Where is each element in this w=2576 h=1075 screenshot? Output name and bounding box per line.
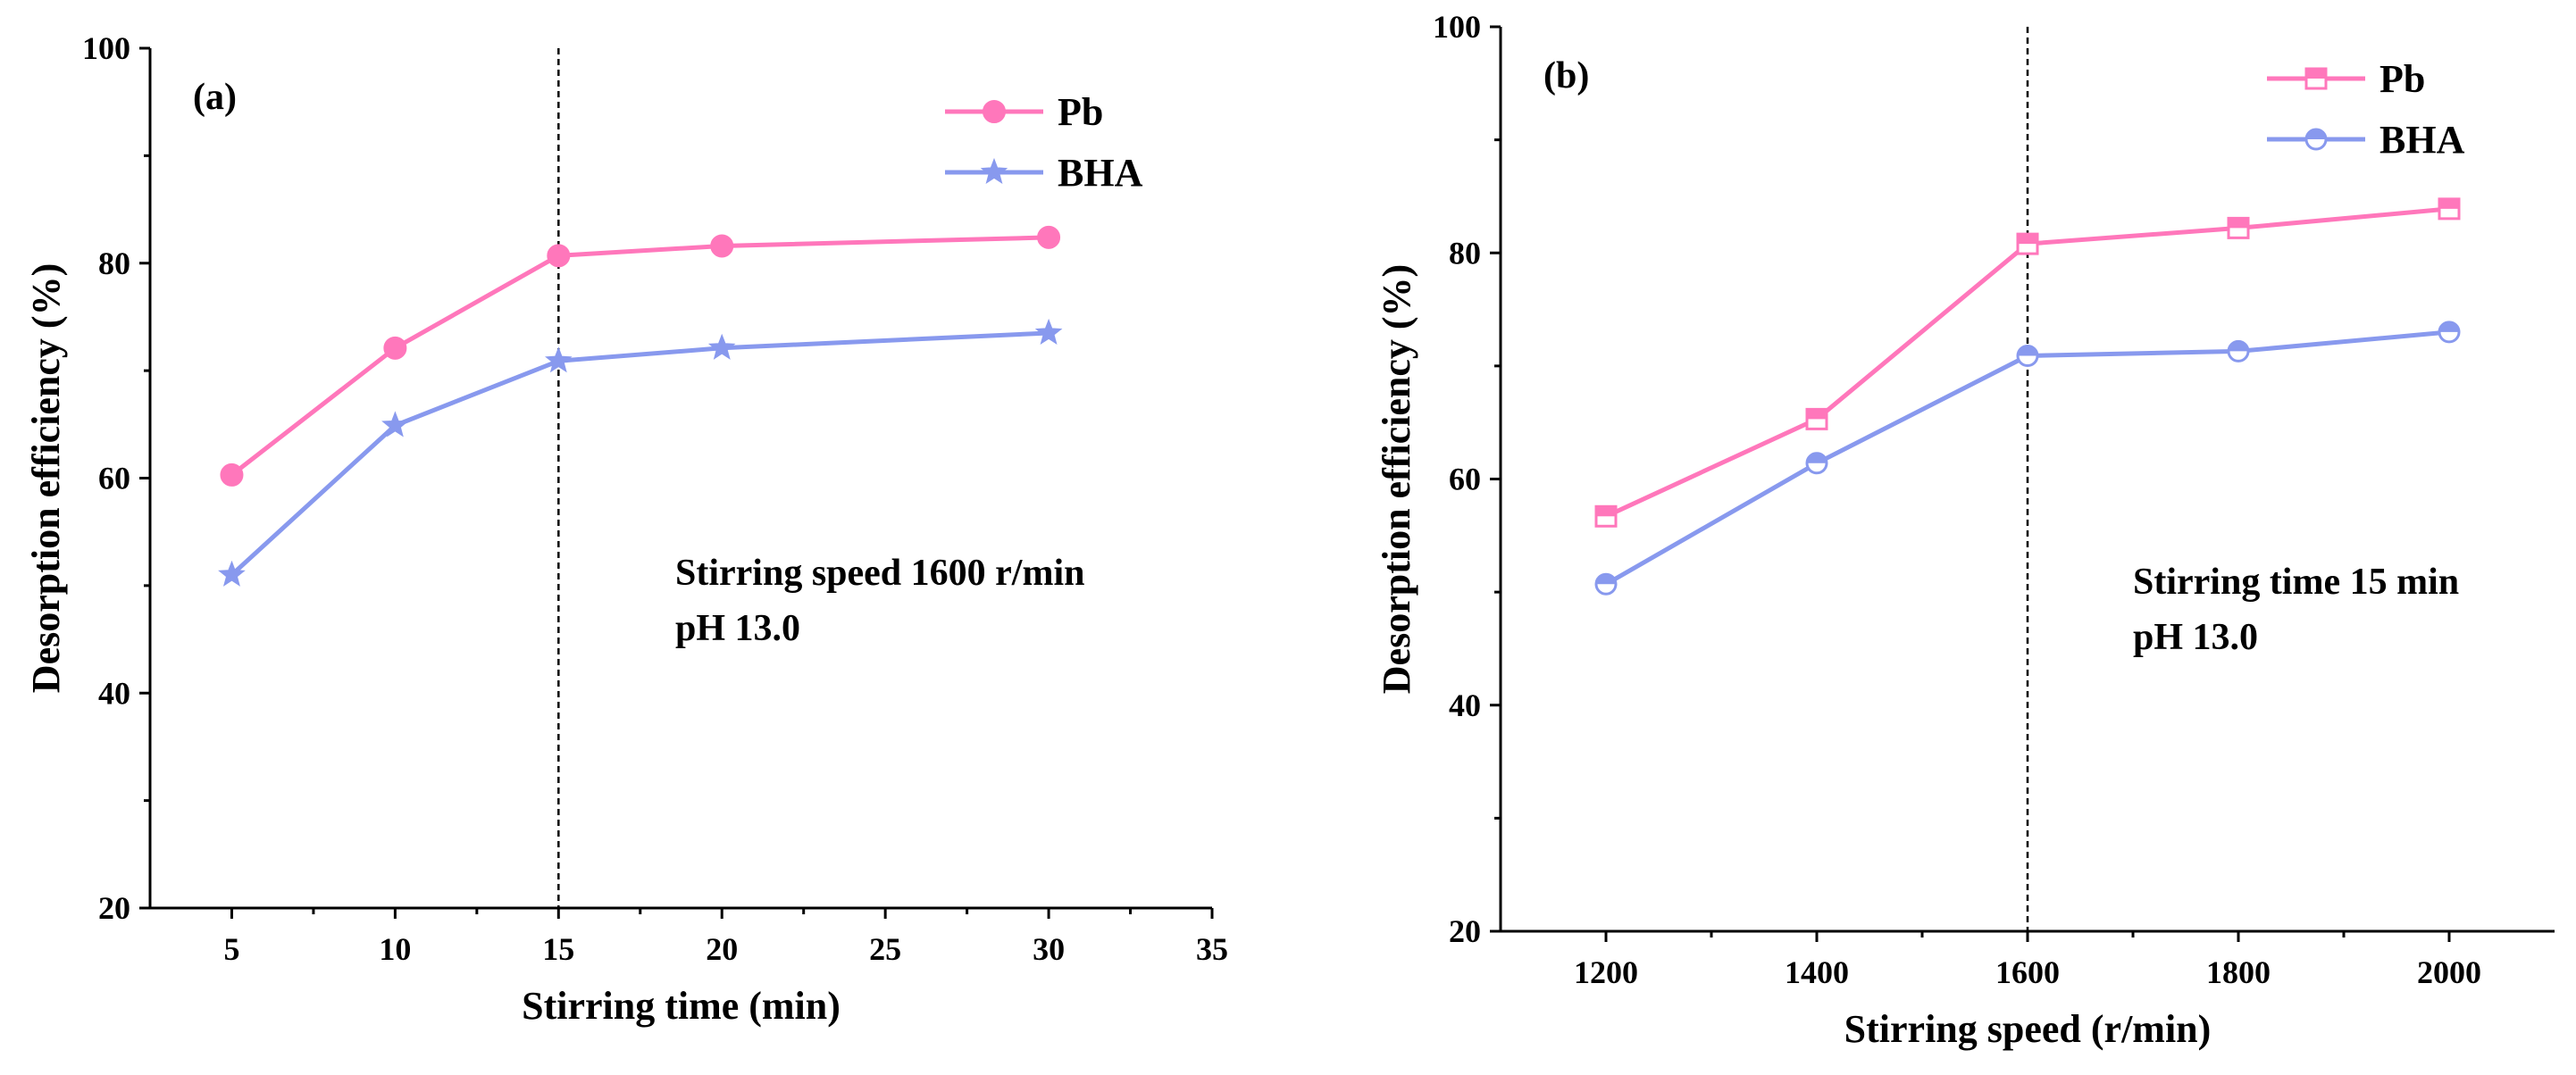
panel-label: (a) xyxy=(193,77,237,118)
x-tick-label: 1800 xyxy=(2206,954,2271,990)
x-axis-title: Stirring time (min) xyxy=(522,984,841,1028)
data-point xyxy=(1805,407,1828,430)
panel-label: (b) xyxy=(1543,55,1589,96)
x-tick-label: 2000 xyxy=(2417,954,2481,990)
marker-fill xyxy=(2018,346,2037,356)
data-point xyxy=(2016,232,2039,255)
legend-entry-bha: BHA xyxy=(945,151,1143,195)
legend-label: BHA xyxy=(2379,118,2465,162)
legend-marker xyxy=(983,100,1006,123)
x-tick-label: 1600 xyxy=(1995,954,2060,990)
legend-label: Pb xyxy=(1058,90,1103,134)
x-tick-label: 1200 xyxy=(1574,954,1638,990)
data-point xyxy=(710,234,734,258)
series-pb xyxy=(220,225,1061,487)
x-tick-label: 5 xyxy=(223,931,239,967)
data-point xyxy=(383,336,407,360)
data-point xyxy=(2016,344,2039,367)
annotation-line: pH 13.0 xyxy=(2133,617,2258,658)
x-axis-title: Stirring speed (r/min) xyxy=(1844,1007,2212,1051)
data-point xyxy=(220,462,244,487)
series-bha xyxy=(1594,321,2461,596)
legend-entry-bha: BHA xyxy=(2267,118,2465,162)
legend-marker xyxy=(2304,67,2328,90)
y-tick-label: 40 xyxy=(1449,688,1481,723)
y-tick-label: 80 xyxy=(1449,235,1481,271)
marker-fill xyxy=(2018,234,2037,245)
chart-panel-a: 20 40 60 80 100 5 10 15 20 25 30 35 Stirring time (m… xyxy=(24,30,1228,1028)
y-tick-label: 40 xyxy=(98,675,130,711)
data-point xyxy=(381,411,409,438)
data-point xyxy=(2438,197,2461,221)
x-tick-label: 30 xyxy=(1033,931,1065,967)
data-point xyxy=(218,560,246,587)
y-tick-label: 20 xyxy=(1449,913,1481,949)
data-point xyxy=(1594,504,1618,528)
legend-label: Pb xyxy=(2379,57,2425,101)
annotation-line: Stirring speed 1600 r/min xyxy=(675,553,1085,594)
data-point xyxy=(2227,339,2250,362)
marker-fill xyxy=(2306,69,2326,79)
y-tick-label: 60 xyxy=(98,461,130,496)
data-point xyxy=(2438,321,2461,344)
marker-fill xyxy=(1807,409,1827,420)
x-tick-label: 35 xyxy=(1196,931,1228,967)
x-tick-label: 20 xyxy=(706,931,738,967)
chart-panel-b: 20 40 60 80 100 1200 1400 1600 1800 2000 Stirring … xyxy=(1375,9,2555,1051)
legend-entry-pb: Pb xyxy=(945,90,1103,134)
y-tick-label: 20 xyxy=(98,890,130,926)
legend-label: BHA xyxy=(1058,151,1143,195)
series-pb xyxy=(1594,197,2461,528)
legend-marker xyxy=(2304,128,2328,151)
marker-fill xyxy=(2229,218,2248,229)
y-tick-label: 60 xyxy=(1449,462,1481,497)
annotation-line: pH 13.0 xyxy=(675,608,800,649)
y-axis-title: Desorption efficiency (%) xyxy=(24,263,68,693)
data-point xyxy=(2227,216,2250,239)
data-point xyxy=(1805,452,1828,475)
data-point xyxy=(1034,318,1063,345)
marker-fill xyxy=(1807,453,1827,463)
series-line xyxy=(230,330,1050,577)
series-bha xyxy=(218,318,1063,587)
x-tick-label: 25 xyxy=(869,931,901,967)
y-tick-label: 80 xyxy=(98,246,130,281)
marker-fill xyxy=(2439,321,2459,332)
x-tick-label: 10 xyxy=(379,931,411,967)
data-point xyxy=(1037,225,1061,249)
x-tick-label: 15 xyxy=(542,931,574,967)
y-tick-label: 100 xyxy=(1433,9,1481,45)
annotation-line: Stirring time 15 min xyxy=(2133,562,2459,603)
data-point xyxy=(707,333,736,360)
x-tick-label: 1400 xyxy=(1785,954,1849,990)
y-axis-title: Desorption efficiency (%) xyxy=(1375,264,1418,694)
data-point xyxy=(547,244,571,268)
data-point xyxy=(545,346,573,373)
marker-fill xyxy=(2439,198,2459,209)
y-tick-label: 100 xyxy=(82,30,130,66)
marker-fill xyxy=(1596,506,1616,517)
legend-entry-pb: Pb xyxy=(2267,57,2425,101)
marker-fill xyxy=(2306,129,2326,139)
legend-marker xyxy=(980,157,1008,184)
marker-fill xyxy=(1596,574,1616,585)
marker-fill xyxy=(2229,341,2248,352)
data-point xyxy=(1594,572,1618,596)
